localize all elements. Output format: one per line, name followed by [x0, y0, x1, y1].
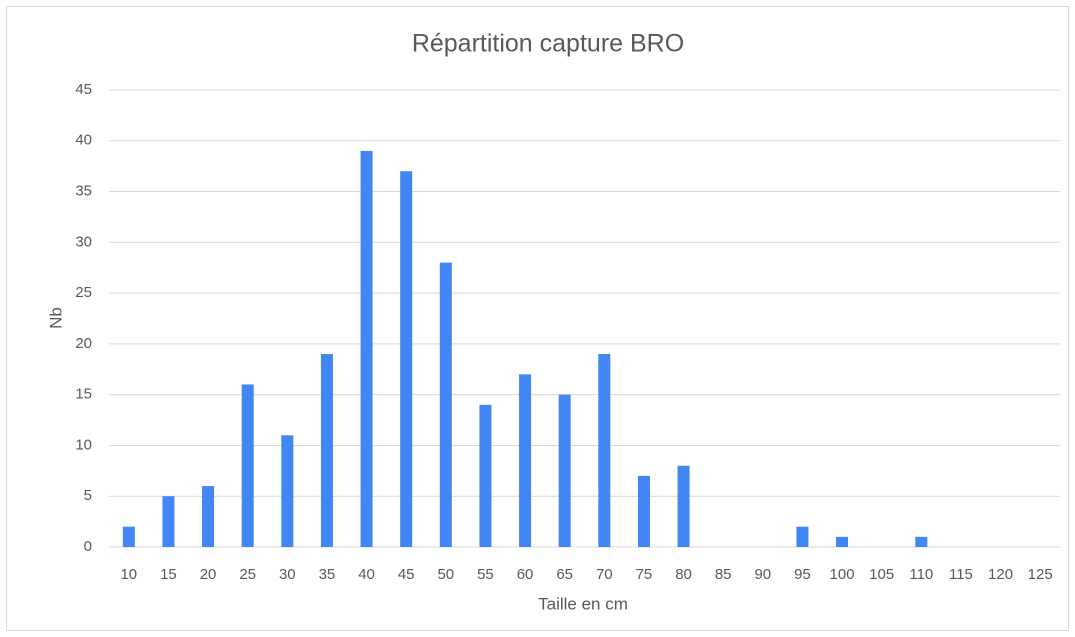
y-tick-label: 0	[84, 538, 92, 555]
chart-title: Répartition capture BRO	[412, 30, 684, 58]
bar	[796, 526, 809, 547]
bar	[241, 384, 254, 547]
y-tick-label: 15	[75, 386, 92, 403]
bar	[439, 262, 452, 547]
y-tick-label: 45	[75, 81, 92, 98]
x-tick-label: 120	[988, 566, 1013, 583]
bar	[677, 465, 690, 547]
x-tick-label: 40	[358, 566, 375, 583]
x-tick-label: 75	[636, 566, 653, 583]
x-tick-label: 35	[319, 566, 336, 583]
x-tick-label: 125	[1028, 566, 1053, 583]
bar	[281, 435, 294, 547]
bar	[360, 150, 373, 547]
x-tick-label: 80	[675, 566, 692, 583]
x-tick-label: 50	[437, 566, 454, 583]
chart-border	[6, 6, 1069, 631]
x-tick-label: 100	[830, 566, 855, 583]
y-tick-label: 25	[75, 284, 92, 301]
x-tick-label: 20	[200, 566, 217, 583]
bar	[836, 536, 849, 547]
x-tick-label: 70	[596, 566, 613, 583]
x-tick-label: 105	[869, 566, 894, 583]
x-tick-label: 45	[398, 566, 415, 583]
y-tick-label: 40	[75, 132, 92, 149]
bar	[558, 394, 571, 547]
bar	[400, 171, 413, 547]
x-tick-label: 25	[239, 566, 256, 583]
bar	[202, 486, 215, 547]
x-tick-label: 90	[754, 566, 771, 583]
bar	[915, 536, 928, 547]
y-tick-label: 10	[75, 436, 92, 453]
y-tick-label: 20	[75, 335, 92, 352]
x-tick-label: 30	[279, 566, 296, 583]
y-tick-label: 30	[75, 233, 92, 250]
x-tick-label: 15	[160, 566, 177, 583]
x-axis-title: Taille en cm	[538, 594, 628, 613]
x-tick-label: 95	[794, 566, 811, 583]
x-tick-label: 85	[715, 566, 732, 583]
bar	[637, 475, 650, 547]
x-tick-label: 60	[517, 566, 534, 583]
bar	[122, 526, 135, 547]
bar	[162, 496, 175, 547]
y-tick-label: 35	[75, 183, 92, 200]
x-tick-label: 65	[556, 566, 573, 583]
bar	[519, 374, 532, 547]
y-axis-title: Nb	[46, 307, 65, 329]
y-tick-label: 5	[84, 487, 92, 504]
x-tick-label: 115	[949, 566, 973, 583]
x-tick-label: 55	[477, 566, 494, 583]
bar	[598, 354, 611, 547]
x-tick-label: 10	[120, 566, 137, 583]
bar	[320, 354, 333, 547]
x-tick-label: 110	[909, 566, 933, 583]
bar	[479, 404, 492, 547]
